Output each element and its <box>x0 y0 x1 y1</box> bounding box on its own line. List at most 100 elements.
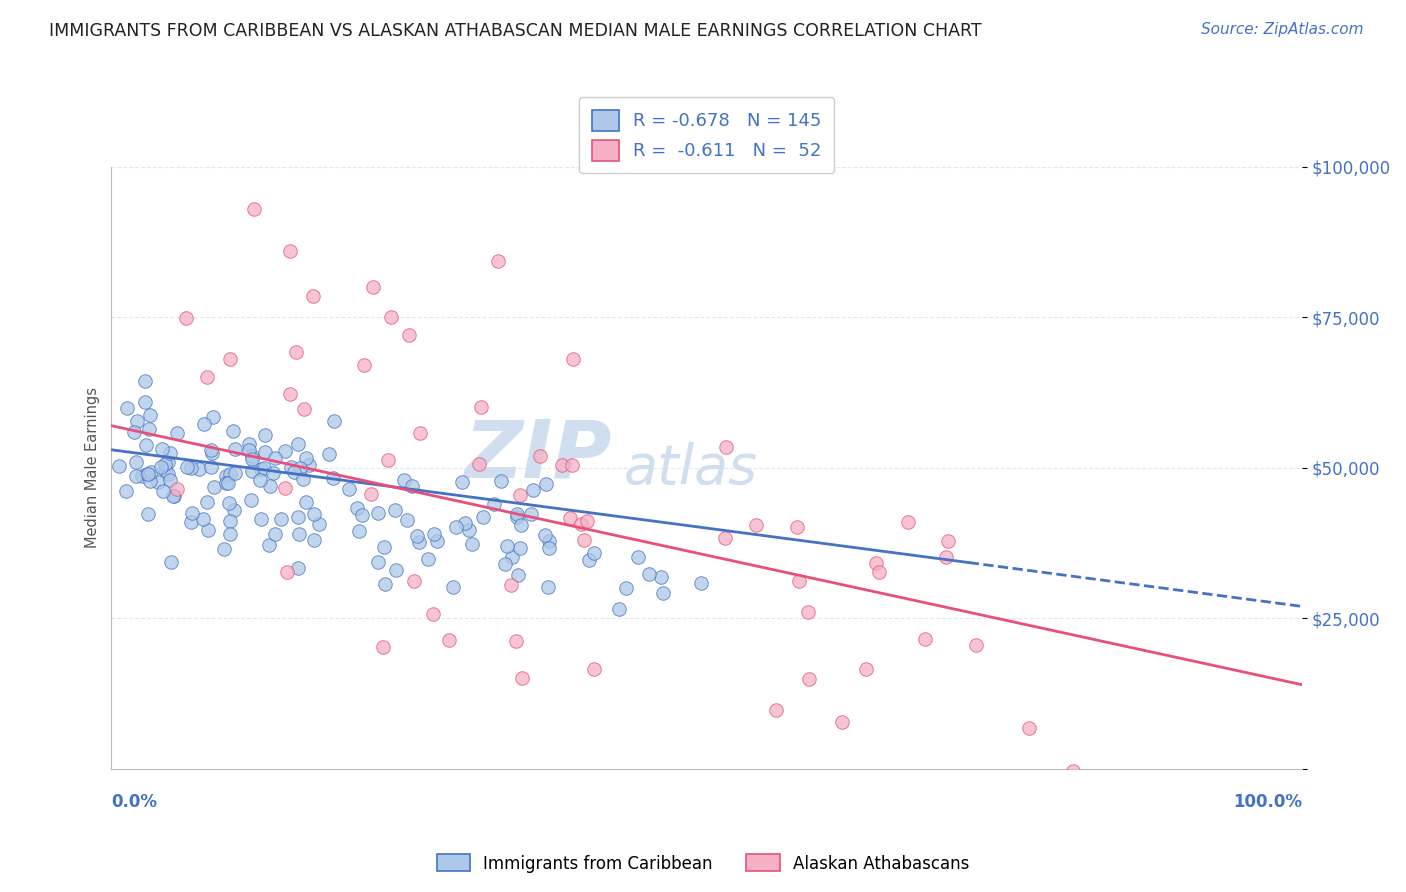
Point <box>242 451 264 466</box>
Point <box>259 479 281 493</box>
Point <box>166 482 188 496</box>
Point <box>522 483 544 498</box>
Point <box>395 513 418 527</box>
Point <box>108 458 131 473</box>
Point <box>218 496 240 510</box>
Point <box>174 310 197 325</box>
Point <box>373 540 395 554</box>
Point <box>855 661 877 675</box>
Point <box>166 425 188 440</box>
Point <box>288 461 311 475</box>
Text: IMMIGRANTS FROM CARIBBEAN VS ALASKAN ATHABASCAN MEDIAN MALE EARNINGS CORRELATION: IMMIGRANTS FROM CARIBBEAN VS ALASKAN ATH… <box>49 22 981 40</box>
Point <box>159 473 181 487</box>
Point <box>180 515 202 529</box>
Point <box>423 527 446 541</box>
Point <box>558 511 581 525</box>
Point <box>278 244 301 258</box>
Point <box>408 535 430 549</box>
Point <box>240 449 263 463</box>
Point <box>240 464 263 478</box>
Point <box>385 563 408 577</box>
Point <box>607 602 630 616</box>
Point <box>461 537 484 551</box>
Point <box>131 468 153 483</box>
Point <box>222 425 245 439</box>
Point <box>264 526 287 541</box>
Point <box>150 442 173 457</box>
Point <box>254 427 277 442</box>
Point <box>195 494 218 508</box>
Point <box>222 502 245 516</box>
Point <box>125 468 148 483</box>
Point <box>486 254 509 268</box>
Point <box>441 580 464 594</box>
Point <box>350 508 373 523</box>
Point <box>616 581 638 595</box>
Point <box>562 351 585 366</box>
Point <box>287 509 309 524</box>
Point <box>136 507 159 521</box>
Point <box>243 202 266 216</box>
Point <box>550 458 572 473</box>
Point <box>322 471 344 485</box>
Point <box>200 460 222 475</box>
Point <box>155 463 177 477</box>
Point <box>159 446 181 460</box>
Text: ZIP: ZIP <box>464 417 612 495</box>
Point <box>346 501 368 516</box>
Point <box>745 517 768 532</box>
Point <box>499 578 522 592</box>
Point <box>367 555 389 569</box>
Point <box>149 460 172 475</box>
Point <box>868 565 890 579</box>
Point <box>263 451 285 466</box>
Point <box>797 672 820 686</box>
Point <box>582 546 605 560</box>
Point <box>404 574 426 588</box>
Point <box>219 467 242 482</box>
Point <box>215 469 238 483</box>
Point <box>122 425 145 440</box>
Point <box>384 503 406 517</box>
Point <box>202 409 225 424</box>
Point <box>176 459 198 474</box>
Point <box>217 475 239 490</box>
Point <box>363 280 385 294</box>
Point <box>506 507 529 521</box>
Point <box>270 512 292 526</box>
Point <box>509 541 531 556</box>
Point <box>505 634 527 648</box>
Point <box>534 477 557 491</box>
Point <box>200 443 222 458</box>
Point <box>865 556 887 570</box>
Point <box>506 568 529 582</box>
Text: 100.0%: 100.0% <box>1233 793 1302 811</box>
Point <box>318 447 340 461</box>
Point <box>139 408 162 422</box>
Point <box>201 446 224 460</box>
Point <box>141 465 163 479</box>
Point <box>470 401 492 415</box>
Point <box>162 489 184 503</box>
Point <box>276 565 298 579</box>
Point <box>134 394 156 409</box>
Point <box>582 663 605 677</box>
Point <box>295 450 318 465</box>
Point <box>377 453 399 467</box>
Point <box>501 550 523 565</box>
Point <box>536 580 558 594</box>
Point <box>278 386 301 401</box>
Point <box>323 414 346 428</box>
Point <box>765 703 787 717</box>
Y-axis label: Median Male Earnings: Median Male Earnings <box>86 387 100 549</box>
Point <box>287 437 309 451</box>
Point <box>489 474 512 488</box>
Point <box>114 483 136 498</box>
Point <box>274 481 297 495</box>
Point <box>280 459 302 474</box>
Point <box>257 538 280 552</box>
Point <box>505 510 527 524</box>
Point <box>157 467 180 482</box>
Point <box>197 523 219 537</box>
Point <box>392 473 415 487</box>
